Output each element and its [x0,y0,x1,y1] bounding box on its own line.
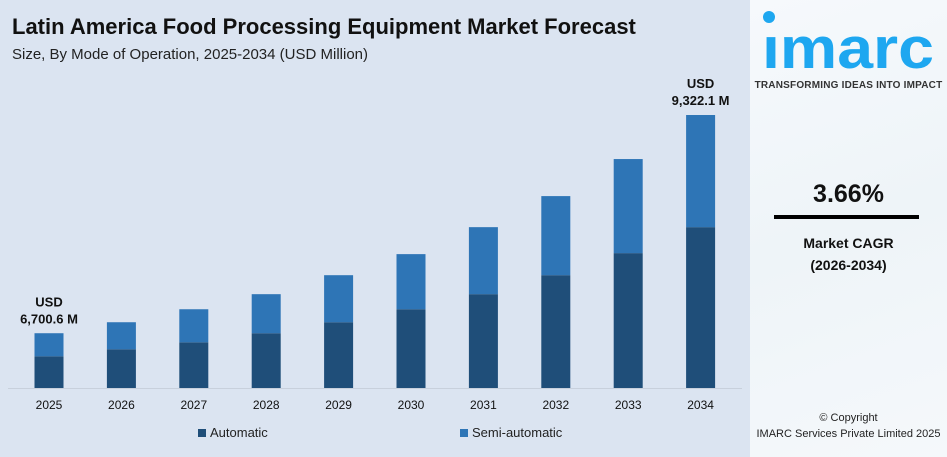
copyright-text: © Copyright [819,412,878,424]
x-tick-label-2033: 2033 [615,398,642,412]
cagr-label: Market CAGR (2026-2034) [750,232,947,276]
bar-semi-automatic-2029 [324,275,354,323]
bar-semi-automatic-2033 [613,159,643,254]
x-tick-label-2030: 2030 [398,398,425,412]
company-name: IMARC Services Private Limited 2025 [756,428,941,440]
bar-automatic-2033 [613,253,643,388]
legend-item-semi-automatic: Semi-automatic [460,425,562,440]
chart-panel: Latin America Food Processing Equipment … [8,14,742,440]
data-label-usd-2034: USD [687,76,714,91]
x-tick-label-2031: 2031 [470,398,497,412]
x-tick-label-2032: 2032 [542,398,569,412]
copyright: © Copyright IMARC Services Private Limit… [750,410,947,442]
x-tick-label-2027: 2027 [180,398,207,412]
bar-semi-automatic-2030 [396,254,426,310]
info-sidebar: ımarc TRANSFORMING IDEAS INTO IMPACT 3.6… [750,0,947,457]
cagr-value: 3.66% [813,180,884,208]
bar-semi-automatic-2034 [686,115,716,228]
data-label-usd-2025: USD [35,294,62,309]
bar-automatic-2028 [251,333,281,388]
bar-semi-automatic-2025 [34,333,64,357]
bar-automatic-2031 [468,294,498,388]
bar-semi-automatic-2026 [106,322,136,350]
chart-subtitle: Size, By Mode of Operation, 2025-2034 (U… [12,46,369,63]
bar-semi-automatic-2028 [251,294,281,334]
bar-semi-automatic-2032 [541,196,571,276]
cagr-label-text: Market CAGR [803,235,894,251]
chart-title: Latin America Food Processing Equipment … [12,14,636,39]
svg-text:ımarc: ımarc [762,16,934,72]
legend-item-automatic: Automatic [198,425,268,440]
bar-automatic-2027 [179,342,209,388]
stacked-bar-chart: 2025 2026 2027 2028 2029 2030 2031 2032 2033 2034… [8,76,742,412]
x-tick-label-2034: 2034 [687,398,714,412]
bar-automatic-2025 [34,356,64,388]
x-tick-label-2028: 2028 [253,398,280,412]
bar-semi-automatic-2031 [468,227,498,295]
legend-swatch-automatic [198,428,206,437]
bar-automatic-2032 [541,275,571,388]
imarc-logo: ımarc [762,11,934,72]
legend-swatch-semi-automatic [460,428,468,437]
bar-automatic-2034 [686,227,716,388]
x-tick-label-2025: 2025 [36,398,63,412]
x-tick-label-2026: 2026 [108,398,135,412]
cagr-period: (2026-2034) [810,257,887,273]
bar-automatic-2029 [324,322,354,388]
x-tick-label-2029: 2029 [325,398,352,412]
tagline: TRANSFORMING IDEAS INTO IMPACT [754,80,943,91]
divider [774,215,919,219]
data-label-value-2025: 6,700.6 M [20,311,78,326]
bar-automatic-2030 [396,309,426,388]
bar-semi-automatic-2027 [179,309,209,343]
legend-label-automatic: Automatic [210,425,268,440]
data-label-value-2034: 9,322.1 M [672,93,730,108]
legend-label-semi-automatic: Semi-automatic [472,425,563,440]
bar-automatic-2026 [106,349,136,388]
